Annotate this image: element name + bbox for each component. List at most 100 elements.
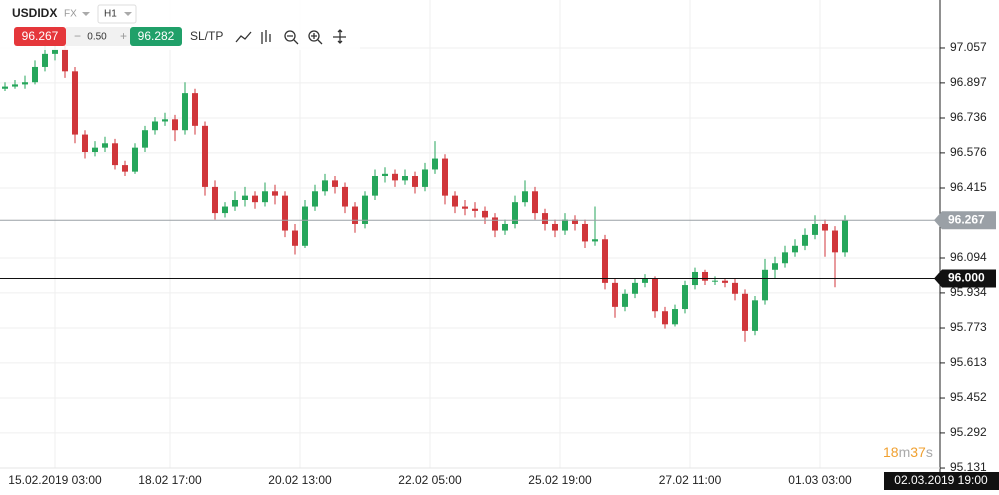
line-icon[interactable] [235, 31, 252, 43]
candle-body [682, 285, 688, 310]
overlay: 97.057 96.897 96.736 96.576 96.415 96.094 95.9… [0, 40, 999, 490]
toolbar-icons[interactable] [235, 29, 346, 45]
candle-body [252, 195, 258, 203]
candle-body [752, 300, 758, 331]
timer-unit: s [926, 444, 933, 460]
y-tick-label: 95.613 [950, 355, 987, 369]
candle-body [62, 49, 68, 72]
candle-body [172, 119, 178, 131]
candle-body [342, 186, 348, 207]
candle-body [612, 282, 618, 307]
candle-body [742, 293, 748, 331]
market: FX [64, 9, 77, 20]
dropdown-arrow[interactable] [82, 12, 90, 16]
x-tick-label: 22.02 05:00 [398, 473, 462, 487]
timeframe[interactable]: H1 [104, 9, 117, 20]
candle-body [202, 125, 208, 187]
candle-body [762, 269, 768, 301]
minus[interactable]: − [74, 29, 81, 43]
current-time-box [884, 472, 999, 490]
candle-body [92, 147, 98, 153]
candle-body [802, 234, 808, 246]
y-tick-label: 96.415 [950, 180, 987, 194]
sell-button[interactable] [14, 27, 66, 46]
candle-body [12, 84, 18, 87]
candle-body [372, 176, 378, 196]
zoom-in-icon[interactable] [308, 30, 320, 42]
sell-price[interactable]: 96.267 [22, 29, 59, 43]
candles [2, 34, 848, 342]
candle-body [262, 191, 268, 203]
candle-body [192, 93, 198, 126]
timer-value: 18 [883, 444, 899, 460]
candle-body [402, 176, 408, 181]
candle-body [572, 219, 578, 224]
candle-body [422, 169, 428, 187]
candle-body [282, 195, 288, 231]
buy-button[interactable] [130, 27, 182, 46]
sltp[interactable]: SL/TP [190, 29, 223, 43]
candle-body [712, 280, 718, 282]
pan-icon[interactable] [333, 29, 346, 44]
candle-body [512, 202, 518, 224]
candle-body [222, 206, 228, 214]
candle-body [522, 191, 528, 203]
y-tick-label: 95.292 [950, 425, 987, 439]
candle-body [702, 271, 708, 281]
timer-value: 37 [910, 444, 926, 460]
candle-body [662, 311, 668, 325]
y-tick-label: 96.736 [950, 110, 987, 124]
candle-body [152, 121, 158, 131]
candle-body [722, 280, 728, 283]
candle-body [162, 119, 168, 122]
candle-body [352, 206, 358, 224]
candle-body [732, 282, 738, 294]
x-tick-label: 15.02.2019 03:00 [8, 473, 102, 487]
y-tick-label: 95.773 [950, 320, 987, 334]
y-tick-label: 96.576 [950, 145, 987, 159]
symbol[interactable]: USDIDX [12, 6, 57, 20]
y-tick-label: 95.452 [950, 390, 987, 404]
candle-body [122, 165, 128, 172]
candle-body [22, 82, 28, 85]
plus[interactable]: + [120, 29, 127, 43]
candle-body [112, 143, 118, 166]
zoom-in-lines [311, 33, 323, 45]
candle-body [592, 239, 598, 242]
candle-body [652, 278, 658, 312]
candle-body [82, 134, 88, 153]
candle-body [52, 49, 58, 54]
price-tag [934, 269, 996, 288]
current-time: 02.03.2019 19:00 [894, 473, 988, 487]
candle-icon[interactable] [261, 30, 271, 44]
candle-body [332, 180, 338, 187]
timeframe-box[interactable] [97, 4, 137, 24]
zoom-out-icon[interactable] [284, 30, 296, 42]
candle-body [792, 245, 798, 253]
candle-body [432, 158, 438, 170]
candle-body [632, 282, 638, 294]
candle-body [242, 195, 248, 200]
candle-body [232, 199, 238, 207]
candle-body [492, 217, 498, 231]
candle-body [502, 223, 508, 231]
candle-body [42, 53, 48, 67]
candle-body [642, 278, 648, 283]
candle-body [782, 252, 788, 264]
buy-price[interactable]: 96.282 [138, 29, 175, 43]
candle-body [72, 71, 78, 135]
candle-body [272, 191, 278, 196]
x-tick-label: 18.02 17:00 [138, 473, 202, 487]
price-tag [934, 211, 996, 230]
dropdown-arrow[interactable] [124, 12, 132, 16]
candle-body [392, 173, 398, 181]
candle-body [132, 147, 138, 172]
spread: 0.50 [87, 32, 107, 43]
candle-body [532, 191, 538, 214]
x-tick-label: 20.02 13:00 [268, 473, 332, 487]
candle-body [832, 230, 838, 253]
price-tag-label: 96.000 [948, 271, 985, 285]
